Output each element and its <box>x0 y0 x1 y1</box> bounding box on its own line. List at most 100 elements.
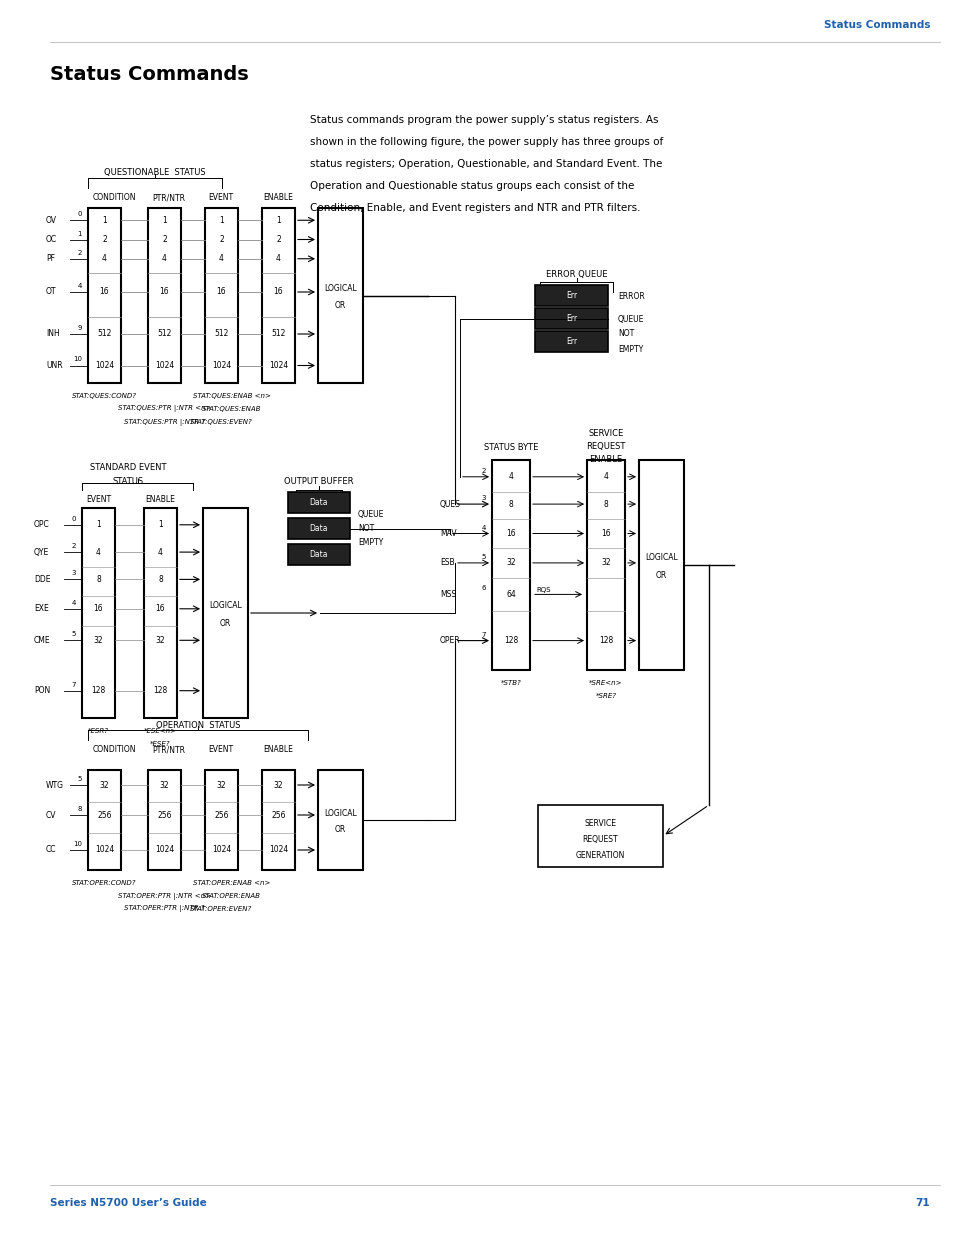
Text: *SRE?: *SRE? <box>595 693 616 699</box>
Text: 32: 32 <box>93 636 103 645</box>
Text: 4: 4 <box>71 600 76 606</box>
Text: 6: 6 <box>481 585 485 592</box>
Text: STATUS BYTE: STATUS BYTE <box>483 443 537 452</box>
Text: LOGICAL: LOGICAL <box>644 553 678 562</box>
Text: 7: 7 <box>481 631 485 637</box>
Text: Status commands program the power supply’s status registers. As: Status commands program the power supply… <box>310 115 658 125</box>
Text: 256: 256 <box>97 810 112 820</box>
Text: ENABLE: ENABLE <box>263 194 293 203</box>
Text: *ESE?: *ESE? <box>150 741 171 747</box>
Text: 8: 8 <box>77 806 82 811</box>
Text: OPERATION  STATUS: OPERATION STATUS <box>155 720 240 730</box>
Text: STAT:OPER:PTR |:NTR ?: STAT:OPER:PTR |:NTR ? <box>124 905 205 913</box>
Text: OT: OT <box>46 288 56 296</box>
Text: 16: 16 <box>99 288 110 296</box>
Text: Data: Data <box>310 550 328 559</box>
Text: LOGICAL: LOGICAL <box>324 284 356 293</box>
Text: PF: PF <box>46 254 55 263</box>
Text: 128: 128 <box>503 636 517 645</box>
Text: 2: 2 <box>71 543 76 550</box>
Text: REQUEST: REQUEST <box>582 835 618 844</box>
Text: QYE: QYE <box>34 547 50 557</box>
Text: 1024: 1024 <box>269 361 288 370</box>
Text: 1024: 1024 <box>94 361 114 370</box>
Bar <box>492 459 530 671</box>
Text: Status Commands: Status Commands <box>50 65 249 84</box>
Text: ENABLE: ENABLE <box>589 454 622 463</box>
Text: *ESR?: *ESR? <box>88 727 109 734</box>
Text: 4: 4 <box>102 254 107 263</box>
Text: 3: 3 <box>481 495 485 501</box>
Text: MSS: MSS <box>439 590 456 599</box>
Text: 10: 10 <box>73 841 82 847</box>
Text: 7: 7 <box>71 682 76 688</box>
Bar <box>639 459 683 671</box>
Text: OR: OR <box>335 825 346 835</box>
Bar <box>535 331 607 352</box>
Text: STAT:QUES:PTR |:NTR ?: STAT:QUES:PTR |:NTR ? <box>124 419 205 426</box>
Text: 256: 256 <box>214 810 229 820</box>
Text: 8: 8 <box>158 576 163 584</box>
Text: 128: 128 <box>598 636 613 645</box>
Text: UNR: UNR <box>46 361 63 370</box>
Text: MAV: MAV <box>439 529 456 538</box>
Text: CONDITION: CONDITION <box>92 746 136 755</box>
Text: 512: 512 <box>97 330 112 338</box>
Text: REQUEST: REQUEST <box>586 441 625 451</box>
Text: STAT:QUES:COND?: STAT:QUES:COND? <box>71 393 137 399</box>
Text: 32: 32 <box>506 558 516 567</box>
Text: CC: CC <box>46 846 56 855</box>
Text: EXE: EXE <box>34 604 49 614</box>
Text: GENERATION: GENERATION <box>576 851 624 861</box>
Text: PTR/NTR: PTR/NTR <box>152 746 185 755</box>
Text: 5: 5 <box>481 555 485 559</box>
Text: CME: CME <box>34 636 51 645</box>
Text: 8: 8 <box>508 500 513 509</box>
Text: 4: 4 <box>275 254 280 263</box>
Text: 5: 5 <box>71 631 76 637</box>
Text: shown in the following figure, the power supply has three groups of: shown in the following figure, the power… <box>310 137 662 147</box>
Text: 1: 1 <box>102 216 107 225</box>
Text: PON: PON <box>34 687 51 695</box>
Text: 1024: 1024 <box>212 361 231 370</box>
Text: STATUS: STATUS <box>112 477 143 485</box>
Text: 4: 4 <box>96 547 101 557</box>
Text: STAT:OPER:EVEN?: STAT:OPER:EVEN? <box>191 906 253 911</box>
Bar <box>288 543 350 564</box>
Text: 4: 4 <box>603 472 608 482</box>
Bar <box>262 769 294 869</box>
Text: Err: Err <box>565 291 577 300</box>
Text: CV: CV <box>46 810 56 820</box>
Text: EVENT: EVENT <box>208 194 233 203</box>
Text: 1: 1 <box>162 216 167 225</box>
Text: SERVICE: SERVICE <box>584 819 616 829</box>
Text: 256: 256 <box>157 810 172 820</box>
Text: 16: 16 <box>506 529 516 538</box>
Text: STAT:OPER:ENAB: STAT:OPER:ENAB <box>202 893 261 899</box>
Text: ERROR: ERROR <box>618 291 644 301</box>
Text: 1024: 1024 <box>212 846 231 855</box>
Text: 1: 1 <box>219 216 224 225</box>
Text: OV: OV <box>46 216 57 225</box>
Text: 1024: 1024 <box>154 361 174 370</box>
Text: EMPTY: EMPTY <box>618 345 642 354</box>
Text: 1024: 1024 <box>94 846 114 855</box>
Text: OR: OR <box>335 301 346 310</box>
Text: 2: 2 <box>162 235 167 245</box>
Text: 16: 16 <box>93 604 103 614</box>
Bar <box>88 207 121 383</box>
Text: 2: 2 <box>275 235 280 245</box>
Text: QUES: QUES <box>439 500 460 509</box>
Text: 64: 64 <box>506 590 516 599</box>
Text: 0: 0 <box>71 516 76 522</box>
Text: Status Commands: Status Commands <box>822 20 929 30</box>
Text: 256: 256 <box>271 810 286 820</box>
Bar <box>205 769 237 869</box>
Text: 10: 10 <box>73 357 82 363</box>
Text: 1: 1 <box>77 231 82 236</box>
Text: Err: Err <box>565 337 577 346</box>
Text: 512: 512 <box>271 330 285 338</box>
Text: STAT:QUES:ENAB: STAT:QUES:ENAB <box>202 406 261 412</box>
Text: 16: 16 <box>159 288 169 296</box>
Text: 5: 5 <box>77 776 82 782</box>
